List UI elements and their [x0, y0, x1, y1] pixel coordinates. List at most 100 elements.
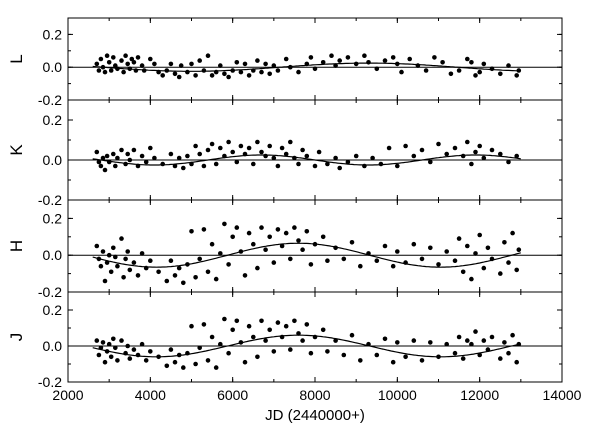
- data-point: [477, 232, 483, 238]
- y-tick-label: 0.0: [43, 152, 63, 168]
- y-tick-label: 0.2: [43, 210, 63, 226]
- data-point: [411, 241, 417, 247]
- data-point: [111, 151, 116, 157]
- data-point: [366, 341, 371, 347]
- data-point: [465, 338, 470, 343]
- data-point: [164, 278, 170, 284]
- data-point: [197, 151, 202, 157]
- data-point: [230, 68, 235, 73]
- data-point: [465, 139, 470, 145]
- panel-j: -0.2 0.0 0.2 J: [7, 291, 563, 390]
- data-point: [148, 145, 153, 151]
- data-point: [329, 53, 334, 58]
- data-point: [119, 338, 124, 343]
- data-point: [514, 267, 519, 273]
- data-point: [115, 155, 120, 161]
- data-point: [193, 143, 198, 149]
- data-point: [390, 359, 396, 365]
- panel-frame: [67, 99, 563, 201]
- data-point: [353, 153, 359, 159]
- data-point: [100, 340, 106, 345]
- data-point: [395, 61, 400, 67]
- x-tick-label: 4000: [135, 387, 166, 403]
- data-point: [156, 69, 161, 75]
- data-point: [176, 352, 182, 358]
- data-point: [121, 275, 126, 280]
- data-point: [481, 265, 487, 271]
- data-point: [308, 262, 314, 267]
- x-tick-label: 2000: [52, 387, 83, 403]
- panels-layer: -0.2 0.0 0.2 L -0.2 0.0 0.2 K -0.2 0.0 0.2 H -0.2 0.0…: [7, 17, 563, 390]
- data-point: [510, 332, 515, 338]
- data-point: [345, 159, 351, 165]
- data-point: [123, 350, 128, 356]
- data-point: [419, 147, 425, 153]
- data-point: [189, 161, 194, 167]
- data-point: [115, 263, 120, 269]
- data-point: [452, 258, 458, 264]
- data-point: [119, 236, 124, 241]
- data-point: [98, 56, 104, 62]
- data-point: [148, 56, 153, 62]
- data-point: [452, 145, 458, 151]
- data-point: [469, 276, 474, 282]
- data-point: [489, 256, 495, 262]
- data-point: [506, 350, 511, 356]
- data-point: [164, 68, 170, 73]
- data-point: [444, 341, 450, 347]
- data-point: [125, 151, 130, 157]
- data-point: [349, 332, 355, 338]
- data-point: [185, 153, 190, 159]
- data-point: [456, 236, 462, 241]
- data-point: [108, 269, 114, 275]
- data-point: [498, 71, 503, 77]
- data-point: [96, 256, 102, 262]
- data-point: [104, 153, 110, 159]
- data-point: [100, 64, 106, 70]
- data-point: [292, 225, 297, 230]
- data-point: [251, 68, 256, 73]
- data-point: [176, 265, 182, 271]
- data-point: [358, 263, 363, 269]
- data-point: [94, 149, 100, 155]
- data-point: [333, 338, 338, 343]
- data-point: [419, 256, 425, 262]
- data-point: [456, 68, 462, 73]
- data-point: [395, 340, 400, 345]
- data-point: [111, 55, 116, 60]
- data-point: [148, 349, 153, 354]
- data-point: [460, 269, 466, 275]
- data-point: [312, 163, 318, 169]
- data-point: [197, 345, 202, 351]
- data-points: [94, 316, 522, 370]
- data-point: [337, 58, 343, 63]
- data-point: [296, 161, 301, 167]
- panel-k: -0.2 0.0 0.2 K: [7, 99, 563, 208]
- data-point: [489, 147, 495, 153]
- data-point: [477, 352, 483, 358]
- data-point: [135, 273, 141, 278]
- data-point: [176, 155, 182, 161]
- data-point: [259, 149, 264, 155]
- data-point: [296, 69, 301, 75]
- data-point: [113, 254, 118, 260]
- data-point: [115, 66, 120, 72]
- data-point: [102, 278, 108, 284]
- data-point: [263, 61, 268, 67]
- data-point: [292, 155, 297, 161]
- x-tick-label: 12000: [460, 387, 499, 403]
- panel-label: J: [7, 333, 26, 342]
- data-point: [139, 63, 145, 68]
- data-point: [316, 149, 322, 155]
- y-tick-label: 0.0: [43, 247, 63, 263]
- data-point: [428, 245, 433, 251]
- data-point: [271, 349, 277, 354]
- data-point: [292, 318, 297, 324]
- data-point: [279, 334, 285, 340]
- data-point: [279, 145, 285, 151]
- data-point: [428, 340, 433, 345]
- data-point: [197, 256, 202, 262]
- data-point: [514, 153, 519, 159]
- data-point: [111, 245, 116, 251]
- data-point: [108, 354, 114, 360]
